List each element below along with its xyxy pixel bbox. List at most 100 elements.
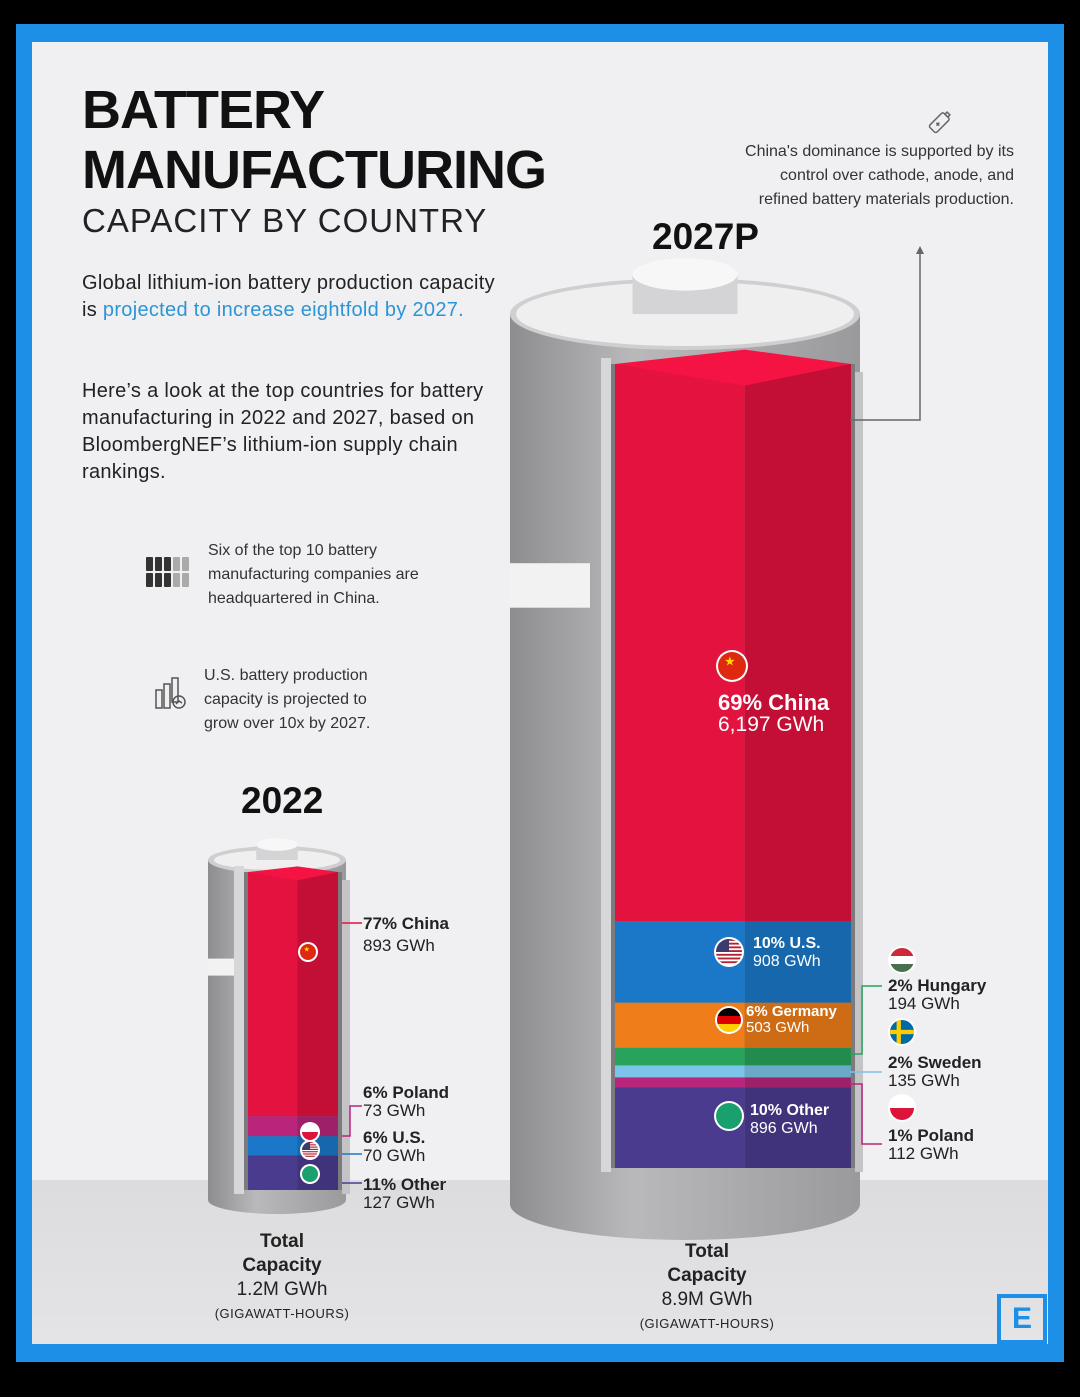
- flag-2027-other-body: [716, 1103, 742, 1129]
- battery-2022-wall-edge-right: [342, 880, 350, 1194]
- flag-2027-hungary-band: [890, 964, 914, 972]
- battery-icon: [925, 107, 955, 142]
- battery-2022-seg-china-side: [297, 872, 338, 1117]
- china-2022-label: 77% China 893 GWh: [363, 915, 449, 955]
- other-2027-pct: 10%: [750, 1102, 783, 1119]
- leader-2027-hungary: [850, 985, 882, 1055]
- hungary-2027-pct: 2%: [888, 976, 913, 995]
- flag-2022-china-star: ★: [304, 945, 310, 954]
- poland-2027-label: 1% Poland 112 GWh: [888, 1127, 974, 1163]
- sweden-2027-value: 135 GWh: [888, 1071, 960, 1090]
- poland-2027-pct: 1%: [888, 1126, 913, 1145]
- flag-2027-china: ★: [716, 650, 748, 682]
- flag-2027-poland-red: [890, 1108, 914, 1120]
- other-2027-label: 10% Other 896 GWh: [750, 1102, 829, 1138]
- flag-2022-poland-white: [302, 1124, 318, 1132]
- germany-2027-label: 6% Germany 503 GWh: [746, 1004, 837, 1036]
- china-2022-value: 893 GWh: [363, 936, 435, 955]
- battery-2022-seg-us-front: [248, 1136, 298, 1156]
- total-2022-unit: (GIGAWATT-HOURS): [214, 1306, 350, 1321]
- flag-2027-china-field: [718, 652, 746, 680]
- battery-2027-wall-edge: [601, 358, 611, 1172]
- flag-2022-china-field: [300, 944, 316, 960]
- flag-2027-poland-body: [890, 1096, 914, 1120]
- intro-text: Global lithium-ion battery production ca…: [82, 272, 495, 321]
- other-2027-name: Other: [786, 1102, 830, 1119]
- battery-2022-seg-china-front: [248, 872, 298, 1117]
- battery-2022-wall-edge: [234, 866, 244, 1194]
- sweden-2027-name: Sweden: [917, 1053, 982, 1072]
- flag-2027-sweden-cross-h: [890, 1029, 914, 1035]
- us-2022-value: 70 GWh: [363, 1146, 426, 1165]
- poland-2027-value: 112 GWh: [888, 1144, 959, 1163]
- flag-2022-us: [300, 1140, 320, 1160]
- poland-2022-name: Poland: [392, 1083, 449, 1102]
- note-leader-line: [850, 246, 924, 421]
- hungary-2027-value: 194 GWh: [888, 994, 960, 1013]
- germany-2027-value: 503 GWh: [746, 1019, 810, 1036]
- battery-2027-seg-germany-side: [744, 1002, 851, 1048]
- battery-2027-seg-china-side: [744, 364, 851, 922]
- battery-2027-seg-poland-side: [744, 1077, 851, 1088]
- intro-paragraph-1: Global lithium-ion battery production ca…: [82, 270, 502, 324]
- publisher-logo: E: [997, 1294, 1047, 1344]
- us-2022-name: U.S.: [392, 1128, 426, 1147]
- flag-2027-china-body: ★: [718, 652, 746, 680]
- flag-2022-us-stripe: [302, 1151, 318, 1153]
- poland-2022-label: 6% Poland 73 GWh: [363, 1084, 449, 1120]
- flag-2027-hungary-band: [890, 948, 914, 956]
- total-2027: Total Capacity 8.9M GWh (GIGAWATT-HOURS): [617, 1240, 797, 1336]
- leader-lines: [342, 922, 916, 1184]
- total-2027-label: Total Capacity: [667, 1241, 747, 1286]
- poland-2022-value: 73 GWh: [363, 1101, 426, 1120]
- flag-2022-other-field: [302, 1166, 318, 1182]
- flag-2027-germany-band: [717, 1008, 741, 1016]
- battery-2027-seg-other-side: [744, 1087, 851, 1168]
- germany-2027-pct: 6%: [746, 1003, 768, 1020]
- flag-2022-us-body: [302, 1142, 318, 1157]
- page-title: BATTERY MANUFACTURING: [82, 80, 547, 200]
- us-2022-pct: 6%: [363, 1128, 388, 1147]
- us-2027-label: 10% U.S. 908 GWh: [753, 935, 821, 971]
- other-2022-pct: 11%: [363, 1175, 397, 1194]
- battery-2022-seg-other-front: [248, 1155, 298, 1190]
- title-line1: BATTERY: [82, 80, 325, 140]
- total-2022-label: Total Capacity: [242, 1231, 322, 1276]
- flag-2027-us-stripe: [716, 953, 742, 956]
- battery-2022-core-top: [248, 866, 338, 881]
- battery-charts: ★ ★: [208, 258, 916, 1240]
- battery-2027: ★: [510, 258, 863, 1240]
- flag-2022-other-body: [302, 1166, 318, 1182]
- battery-2027-seg-sweden-side: [744, 1065, 851, 1078]
- hungary-2027-label: 2% Hungary 194 GWh: [888, 977, 986, 1013]
- battery-2027-core-top: [615, 349, 851, 386]
- year-2027-label: 2027P: [652, 216, 759, 257]
- china-2022-name: China: [401, 914, 449, 933]
- sweden-2027-label: 2% Sweden 135 GWh: [888, 1054, 982, 1090]
- note-companies: Six of the top 10 battery manufacturing …: [208, 542, 419, 607]
- china-2027-name: China: [768, 690, 830, 715]
- battery-2022-shell-band: [208, 958, 240, 976]
- battery-2027-terminal-top: [632, 258, 738, 291]
- flag-2027-germany-band: [717, 1024, 741, 1032]
- battery-2027-shell-band: [510, 563, 590, 608]
- hungary-2027-name: Hungary: [917, 976, 987, 995]
- poland-2022-pct: 6%: [363, 1083, 388, 1102]
- battery-2027-wall-edge-right: [855, 372, 863, 1172]
- flag-2027-china-star: ★: [724, 654, 735, 668]
- leader-2027-poland: [850, 1083, 882, 1145]
- title-line2: MANUFACTURING: [82, 140, 547, 200]
- flag-2022-other: [300, 1164, 320, 1184]
- note-us-growth: U.S. battery production capacity is proj…: [204, 667, 371, 732]
- us-2027-pct: 10%: [753, 935, 786, 952]
- flag-2022-china: ★: [298, 942, 318, 962]
- germany-2027-name: Germany: [771, 1003, 837, 1020]
- other-2022-value: 127 GWh: [363, 1193, 435, 1212]
- flag-2027-other: [714, 1101, 744, 1131]
- flag-2027-us-stripe: [716, 957, 742, 960]
- intro-paragraph-2: Here’s a look at the top countries for b…: [82, 380, 484, 483]
- battery-2022-seg-poland-front: [248, 1116, 298, 1137]
- leader-2022-poland: [342, 1105, 362, 1137]
- flag-2022-china-body: ★: [300, 944, 316, 960]
- battery-2027-seg-hungary-side: [744, 1047, 851, 1066]
